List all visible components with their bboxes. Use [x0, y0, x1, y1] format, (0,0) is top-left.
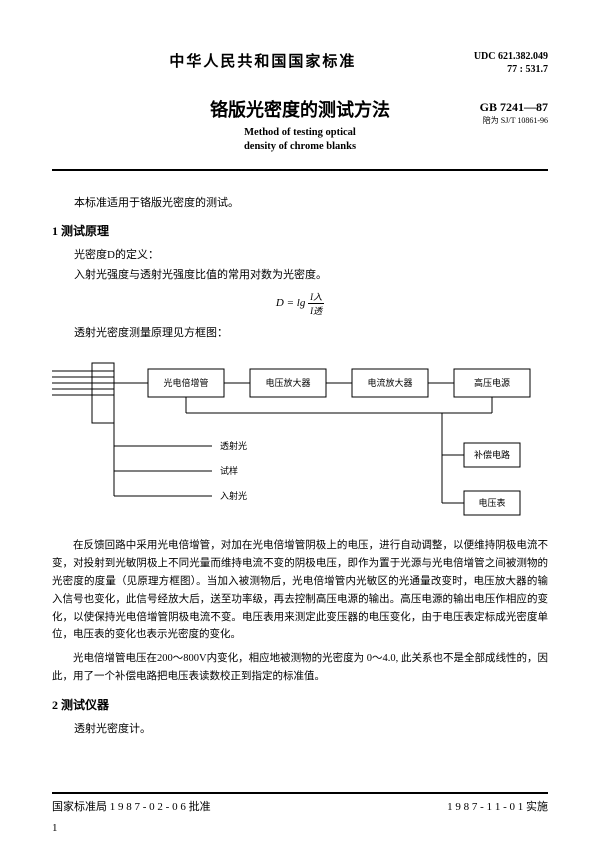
section-1-heading: 1 测试原理 [52, 222, 548, 239]
formula-left: D = lg [276, 297, 305, 309]
paragraph-1: 在反馈回路中采用光电倍增管，对加在光电倍增管阴极上的电压，进行自动调整，以便维持… [52, 537, 548, 644]
formula-numerator: I入 [308, 290, 324, 304]
paragraph-2: 光电倍增管电压在200～800V内变化，相应地被测物的光密度为 0～4.0, 此… [52, 650, 548, 686]
country-title-wrap: 中华人民共和国国家标准 [52, 50, 474, 71]
formula-denominator: I透 [308, 304, 324, 317]
box-2: 电压放大器 [265, 377, 310, 388]
footer-left: 国家标准局 1 9 8 7 - 0 2 - 0 6 批准 [52, 798, 211, 814]
page-number: 1 [52, 822, 58, 834]
udc-block: UDC 621.382.049 77 : 531.7 [474, 50, 548, 76]
title-center: 铬版光密度的测试方法 [52, 84, 548, 126]
intro-text: 本标准适用于铬版光密度的测试。 [52, 195, 548, 212]
title-row: 铬版光密度的测试方法 [52, 84, 548, 126]
title-en: Method of testing optical density of chr… [52, 126, 548, 153]
title-en-1: Method of testing optical [52, 126, 548, 140]
sec2-line1: 透射光密度计。 [52, 721, 548, 738]
box-6: 电压表 [478, 497, 505, 508]
label-1: 透射光 [220, 440, 247, 451]
main-title-zh: 铬版光密度的测试方法 [52, 96, 548, 122]
box-1: 光电倍增管 [163, 377, 208, 388]
box-5: 补偿电路 [474, 449, 510, 460]
sec1-line2: 入射光强度与透射光强度比值的常用对数为光密度。 [52, 267, 548, 284]
header-row: 中华人民共和国国家标准 UDC 621.382.049 77 : 531.7 [52, 50, 548, 76]
header-rule [52, 169, 548, 171]
formula-fraction: I入 I透 [308, 290, 324, 317]
sec1-line1: 光密度D的定义： [52, 247, 548, 264]
title-en-2: density of chrome blanks [52, 140, 548, 154]
footer-right: 1 9 8 7 - 1 1 - 0 1 实施 [447, 798, 548, 814]
block-diagram: 光电倍增管 电压放大器 电流放大器 高压电源 补偿电路 电压表 透射光 试样 入… [52, 351, 548, 521]
footer: 国家标准局 1 9 8 7 - 0 2 - 0 6 批准 1 9 8 7 - 1… [52, 792, 548, 814]
udc-line1: UDC 621.382.049 [474, 50, 548, 63]
sec1-line3: 透射光密度测量原理见方框图： [52, 325, 548, 342]
label-2: 试样 [220, 465, 238, 476]
country-title: 中华人民共和国国家标准 [52, 50, 474, 71]
formula: D = lg I入 I透 [52, 290, 548, 317]
label-3: 入射光 [220, 490, 247, 501]
box-4: 高压电源 [474, 377, 510, 388]
udc-line2: 77 : 531.7 [474, 63, 548, 76]
box-3: 电流放大器 [367, 377, 412, 388]
section-2-heading: 2 测试仪器 [52, 696, 548, 713]
